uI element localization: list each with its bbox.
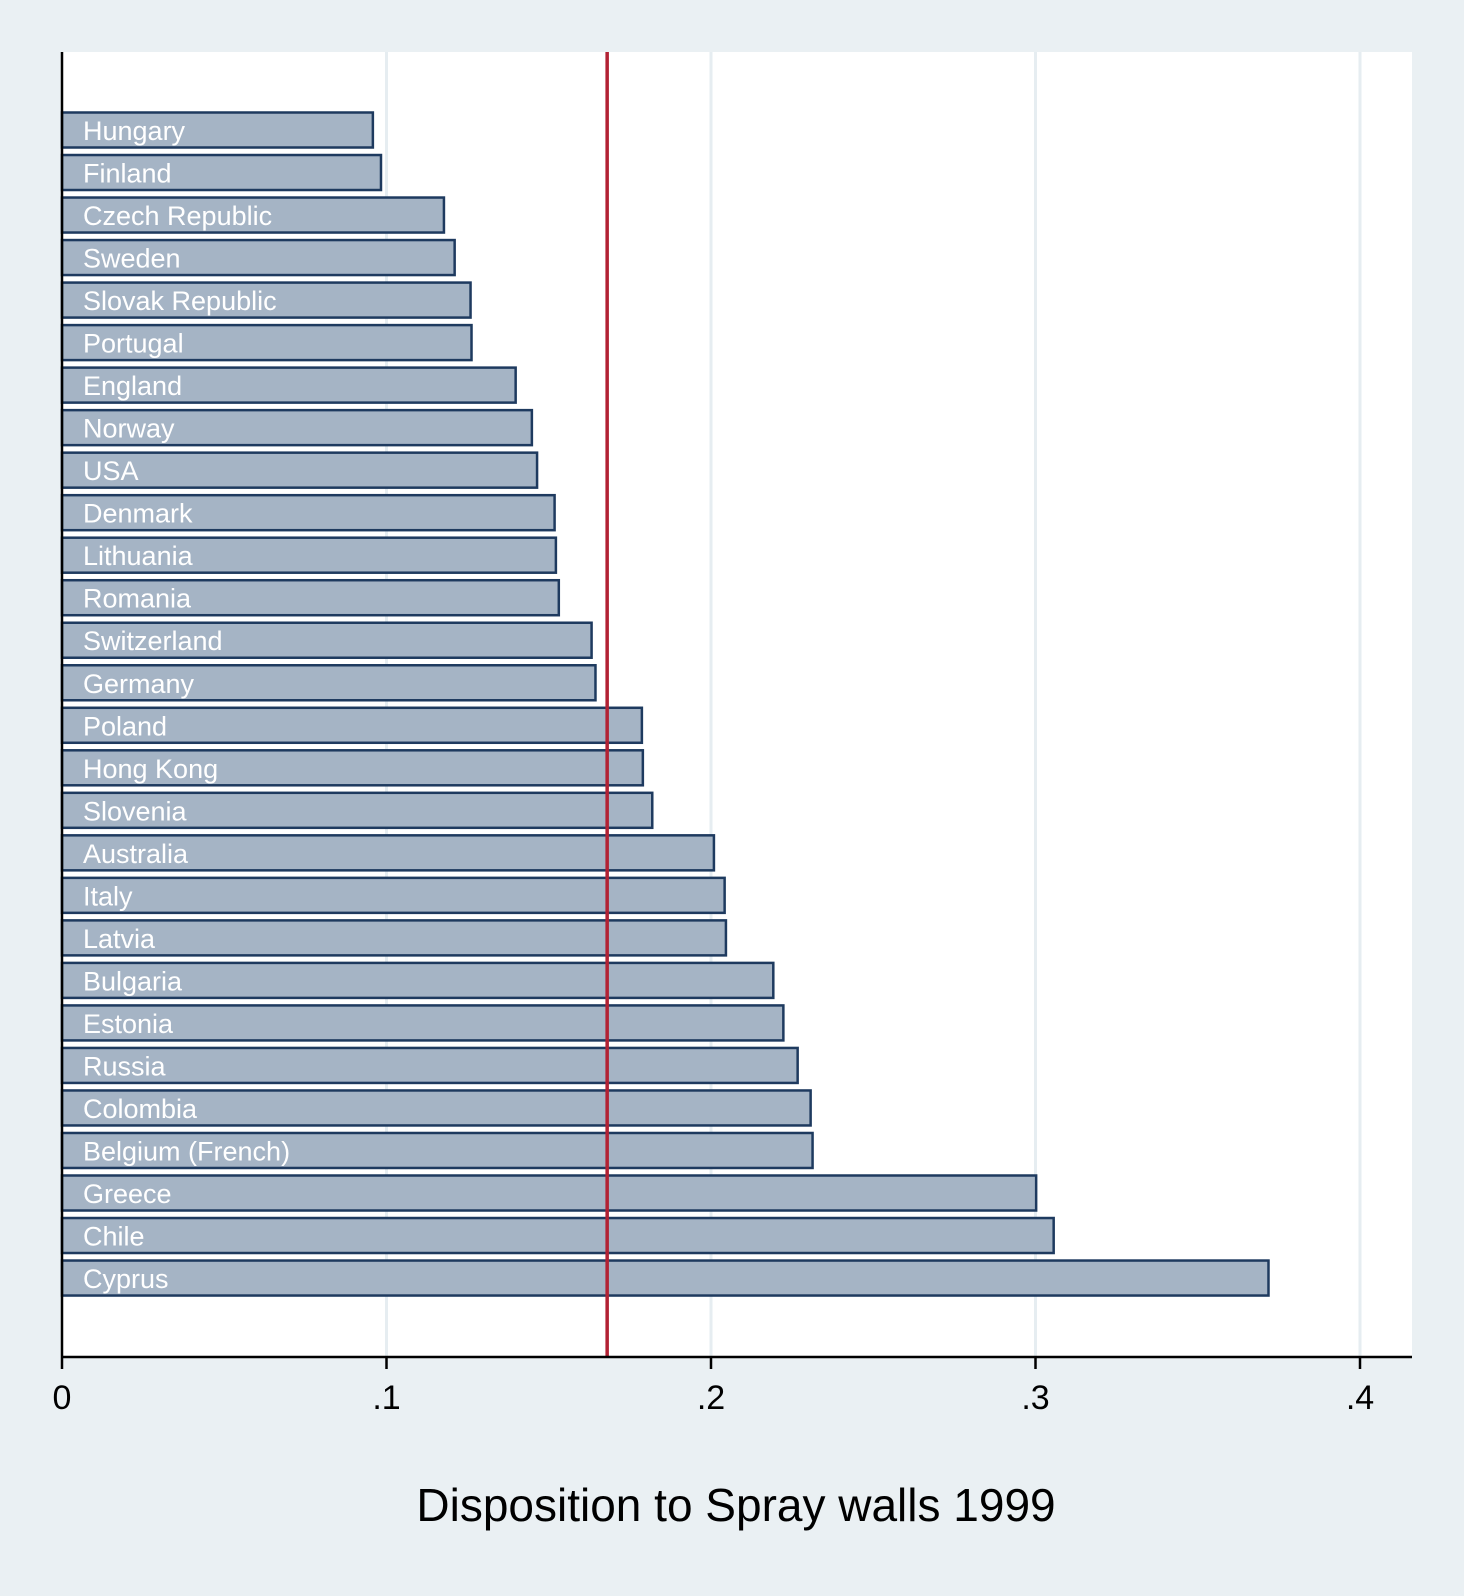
tick-label: .2 xyxy=(697,1379,725,1417)
tick-label: .4 xyxy=(1346,1379,1374,1417)
bar xyxy=(60,1216,1055,1255)
bar-label: Belgium (French) xyxy=(83,1136,290,1166)
bar-label: Chile xyxy=(83,1222,145,1252)
bar xyxy=(60,1131,814,1170)
bar-label: Russia xyxy=(83,1051,167,1081)
bar xyxy=(60,1089,812,1127)
bar-label: Switzerland xyxy=(83,626,223,656)
bar-label: Italy xyxy=(83,881,133,911)
bar-label: Estonia xyxy=(83,1009,174,1039)
bars: Hungary Finland Czech Republic Sweden Slovak… xyxy=(60,111,1270,1297)
bar xyxy=(60,961,775,1000)
bar-label: Slovenia xyxy=(83,796,188,826)
tick-label: .3 xyxy=(1021,1379,1049,1417)
bar xyxy=(60,408,534,447)
x-axis-title: Disposition to Spray walls 1999 xyxy=(416,1479,1055,1531)
tick-label: .1 xyxy=(372,1379,400,1417)
bar xyxy=(60,1046,799,1085)
tick-label: 0 xyxy=(53,1379,72,1417)
bar-label: Poland xyxy=(83,711,167,741)
bar xyxy=(60,1259,1270,1297)
bar-label: Czech Republic xyxy=(83,201,272,231)
bar xyxy=(60,919,728,957)
bar xyxy=(60,791,654,830)
bar xyxy=(60,281,472,319)
bar-label: England xyxy=(83,371,182,401)
bar-label: Bulgaria xyxy=(83,966,183,996)
bar xyxy=(60,493,556,532)
bar-label: Lithuania xyxy=(83,541,194,571)
bar xyxy=(60,706,644,745)
bar xyxy=(60,578,561,617)
bar xyxy=(60,664,597,702)
bar xyxy=(60,1004,785,1042)
bar-label: Portugal xyxy=(83,329,184,359)
bar-label: Greece xyxy=(83,1179,172,1209)
bar-label: Cyprus xyxy=(83,1264,169,1294)
bar-label: Romania xyxy=(83,584,192,614)
bar xyxy=(60,238,456,277)
bar-label: Latvia xyxy=(83,924,156,954)
bar-label: Slovak Republic xyxy=(83,286,277,316)
bar xyxy=(60,1174,1038,1212)
bar-label: Australia xyxy=(83,839,189,869)
bar-label: Colombia xyxy=(83,1094,198,1124)
bar-label: Finland xyxy=(83,159,172,189)
x-axis-ticks: 0 .1 .2 .3 .4 xyxy=(53,1357,1374,1417)
bar xyxy=(60,876,726,915)
bar-label: Denmark xyxy=(83,499,193,529)
bar-label: Germany xyxy=(83,669,195,699)
bar-label: Hungary xyxy=(83,116,186,146)
bar xyxy=(60,366,517,404)
bar-label: Norway xyxy=(83,414,175,444)
bar-label: Sweden xyxy=(83,244,181,274)
bar xyxy=(60,749,645,787)
bar-label: Hong Kong xyxy=(83,754,218,784)
axes xyxy=(60,52,1412,1359)
bar-label: USA xyxy=(83,456,139,486)
